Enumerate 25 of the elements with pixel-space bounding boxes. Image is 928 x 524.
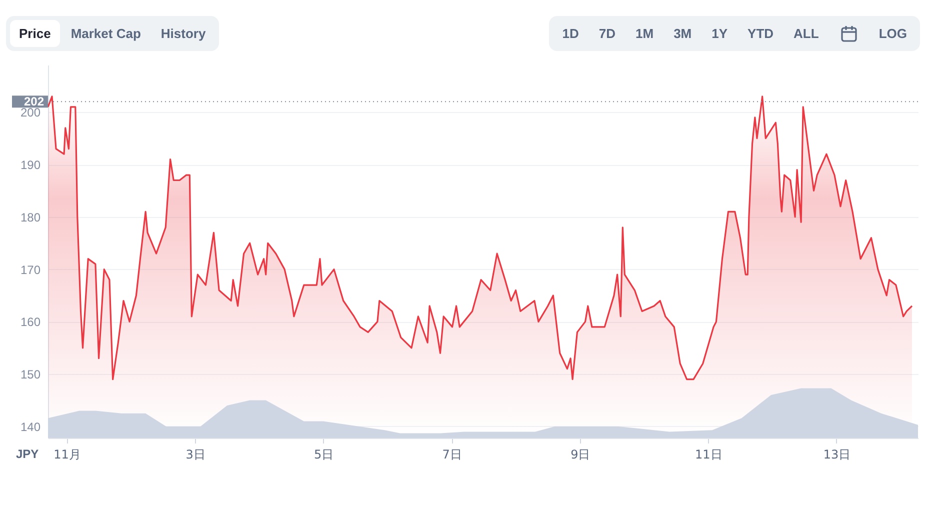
y-tick-label: 150	[20, 368, 41, 382]
text: 1D	[561, 25, 580, 43]
y-tick-label: 160	[20, 315, 41, 330]
x-tick-label: 5日	[314, 448, 334, 462]
text: LOG	[878, 25, 908, 43]
y-tick-label: 190	[20, 158, 41, 172]
text: 1M	[634, 25, 655, 43]
text: ALL	[792, 25, 820, 43]
text: 1Y	[710, 25, 729, 43]
y-tick-label: 140	[20, 420, 41, 434]
text: Price	[10, 20, 60, 47]
x-tick-label: 7日	[442, 448, 462, 462]
x-tick-label: 3日	[186, 448, 206, 462]
text: Market Cap	[70, 25, 142, 43]
text: YTD	[746, 25, 775, 43]
x-tick-label: 11日	[695, 448, 722, 462]
text: History	[160, 25, 207, 43]
text: 7D	[598, 25, 617, 43]
x-tick-label: 11月	[54, 448, 81, 462]
y-tick-label: 170	[20, 262, 41, 277]
text: 3M	[672, 25, 693, 43]
text: JPY	[16, 447, 39, 461]
x-tick-label: 9日	[570, 448, 590, 462]
x-tick-label: 13日	[823, 448, 851, 462]
y-tick-label: 180	[20, 210, 41, 224]
